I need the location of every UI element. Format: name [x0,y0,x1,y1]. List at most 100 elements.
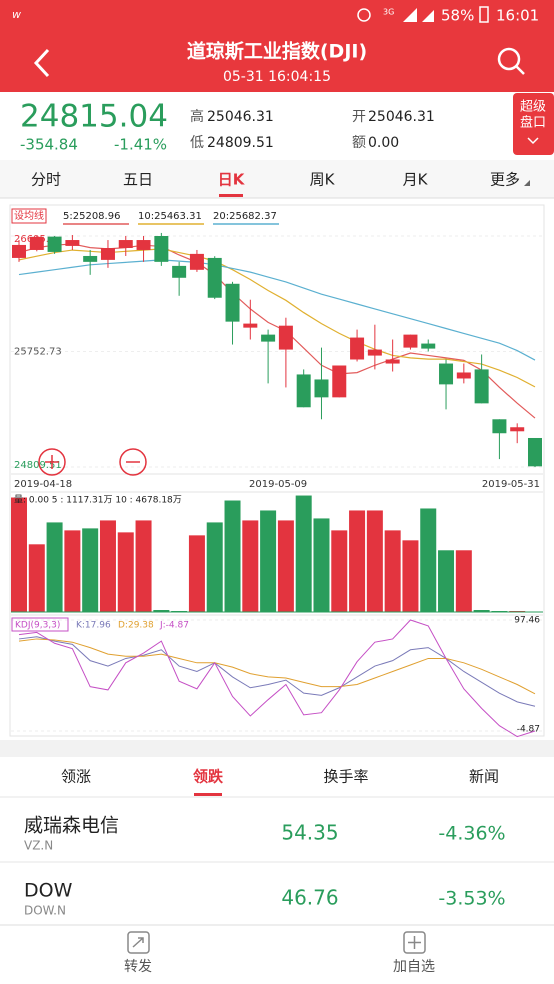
volume-bar [117,532,134,612]
x-tick-label: 2019-04-18 [14,479,72,490]
y-tick-label: 25752.73 [14,346,62,357]
candle-body [83,255,98,262]
kdj-line [18,636,536,707]
stock-code: DOW.N [24,904,66,918]
more-arrow [524,180,530,186]
volume-bar [224,500,241,612]
open: 25046.31 [368,109,435,125]
share-button[interactable]: 转发 [124,931,152,975]
period-tab[interactable]: 五日 [123,171,153,189]
stock-price: 54.35 [281,821,338,845]
list-tab[interactable]: 领跌 [192,768,224,786]
y-tick-label: 24809.51 [14,460,62,471]
badge-line: 超级 [520,100,546,115]
zoom-out-button[interactable] [119,448,147,476]
stock-row[interactable]: DOW DOW.N 46.76 -3.53% [0,880,554,928]
volume-bar [455,550,472,612]
candle-body [189,253,204,270]
legend-label: 5:25208.96 [63,211,120,222]
candle-body [314,379,329,398]
volume-bar [331,530,348,612]
toolbar-label: 转发 [124,959,152,975]
candle-body [100,248,115,260]
volume-bar [295,495,312,612]
candle-body [421,343,436,349]
low: 24809.51 [207,135,274,151]
legend-label: 10:25463.31 [138,211,202,222]
header-bg [0,0,554,92]
back-button[interactable] [33,48,50,78]
amount-label: 额 [352,135,366,151]
tab-indicator [194,793,222,796]
period-tab[interactable]: 更多 [490,171,520,189]
volume-bar [99,520,116,612]
time: 16:01 [496,7,539,25]
price: 24815.04 [20,99,168,135]
volume-bar [242,520,259,612]
kdj-tick-label: -4.87 [517,725,540,735]
change-pct: -1.41% [114,136,167,154]
list-tab[interactable]: 领涨 [61,768,91,786]
kdj-label: KDJ(9,3,3) [15,621,60,631]
volume-bar [260,510,277,612]
list-tab[interactable]: 换手率 [323,768,368,786]
stock-code: VZ.N [24,839,53,853]
title: 道琼斯工业指数(DJI) [187,40,367,63]
candle-body [118,240,133,249]
ma-setting-button[interactable] [11,208,47,224]
stock-change: -3.53% [438,888,505,910]
high-label: 高 [190,108,204,125]
kdj-setting-button[interactable] [11,617,69,632]
volume-bar [11,497,27,612]
toolbar [0,925,554,984]
add-watchlist-button[interactable]: 加自选 [393,931,435,975]
period-tab[interactable]: 分时 [31,171,61,189]
candle-body [261,334,276,342]
super-book-button[interactable]: 超级 盘口 [513,93,554,155]
candle-body [439,363,454,385]
low-label: 低 [190,135,204,151]
badge-line: 盘口 [520,115,546,131]
stock-price: 46.76 [281,886,338,910]
period-tab[interactable]: 周K [310,171,336,189]
gap [0,740,554,757]
stock-name: DOW [24,880,73,902]
candle-body [332,365,347,398]
candle-body [296,374,311,408]
stock-change: -4.36% [438,823,505,845]
candle-body [367,349,382,356]
kdj-tick-label: 97.46 [514,616,540,626]
candle-body [278,325,293,350]
amount: 0.00 [368,135,399,151]
kdj-line [18,638,536,695]
candle-body [12,244,26,258]
candle-body [47,236,62,252]
list-tab[interactable]: 新闻 [469,768,499,786]
x-tick-label: 2019-05-31 [482,479,540,490]
candle-body [207,257,222,298]
stock-row[interactable]: 威瑞森电信 VZ.N 54.35 -4.36% [0,815,554,863]
volume-bar [366,510,383,612]
candle-body [172,265,187,278]
alarm-icon [357,8,371,22]
battery: 58% [441,7,474,25]
period-tab[interactable]: 日K [218,171,246,189]
candle-body [528,437,542,467]
volume-bar [349,510,366,612]
ma-line [18,259,536,361]
volume-bar [188,535,205,612]
zoom-in-button[interactable] [38,448,66,476]
candle-body [403,334,418,348]
open-label: 开 [352,109,366,125]
volume-bar [28,544,45,612]
network: 3G [383,8,394,17]
period-tab[interactable]: 月K [403,171,429,189]
search-button[interactable] [497,47,525,75]
candle-body [474,369,489,404]
app-icon: w [12,8,21,21]
signal-icon [403,8,434,22]
ma-line [18,248,536,388]
chart-frame [9,204,545,737]
